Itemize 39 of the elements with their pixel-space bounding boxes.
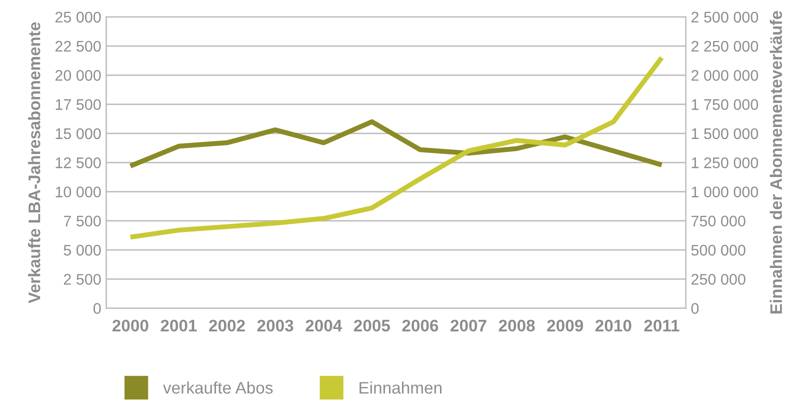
y2-tick-label: 1 250 000 — [692, 157, 758, 168]
y-tick-label: 17 500 — [56, 99, 101, 110]
x-tick-label: 2004 — [306, 320, 342, 332]
y2-tick-label: 2 500 000 — [691, 12, 758, 23]
line-series — [128, 119, 664, 168]
x-tick-label: 2009 — [547, 320, 584, 332]
x-tick-label: 2010 — [595, 320, 632, 332]
y-tick-label: 15 000 — [56, 128, 101, 140]
x-tick-label: 2003 — [257, 320, 294, 332]
x-tick-label: 2001 — [160, 320, 197, 332]
x-tick-label: 2000 — [112, 320, 148, 332]
y-tick-label: 10 000 — [56, 186, 101, 198]
x-tick-label: 2006 — [402, 320, 438, 332]
legend-label: verkaufte Abos — [163, 381, 273, 394]
y2-tick-label: 500 000 — [691, 244, 746, 256]
y2-tick-label: 1 000 000 — [692, 186, 758, 198]
y-tick-label: 0 — [94, 303, 101, 314]
y-tick-label: 5 000 — [64, 244, 101, 256]
y-tick-label: 22 500 — [55, 40, 101, 52]
x-tick-label: 2011 — [644, 320, 680, 332]
y-tick-label: 20 000 — [55, 70, 101, 81]
y-tick-label: 2 500 — [64, 274, 101, 285]
x-tick-label: 2002 — [209, 320, 245, 332]
x-tick-label: 2005 — [354, 320, 390, 332]
y2-tick-label: 2 250 000 — [691, 40, 758, 52]
y-axis-title: Verkaufte LBA-Jahresabonnemente — [28, 22, 40, 304]
y-tick-label: 25 000 — [55, 12, 101, 23]
y2-tick-label: 0 — [691, 303, 699, 314]
y2-tick-label: 750 000 — [692, 216, 746, 226]
x-tick-label: 2008 — [498, 320, 535, 332]
y2-axis-title: Einnahmen der Abonnementeverkäufe — [770, 11, 782, 314]
y2-tick-label: 1 500 000 — [692, 128, 758, 140]
y-tick-label: 12 500 — [56, 157, 101, 168]
y2-tick-label: 250 000 — [691, 274, 746, 285]
x-tick-label: 2007 — [450, 320, 486, 332]
y-tick-label: 7 500 — [64, 216, 101, 226]
y2-tick-label: 2 000 000 — [691, 70, 758, 81]
y2-tick-label: 1 750 000 — [692, 99, 758, 110]
legend-label: Einnahmen — [360, 381, 442, 394]
